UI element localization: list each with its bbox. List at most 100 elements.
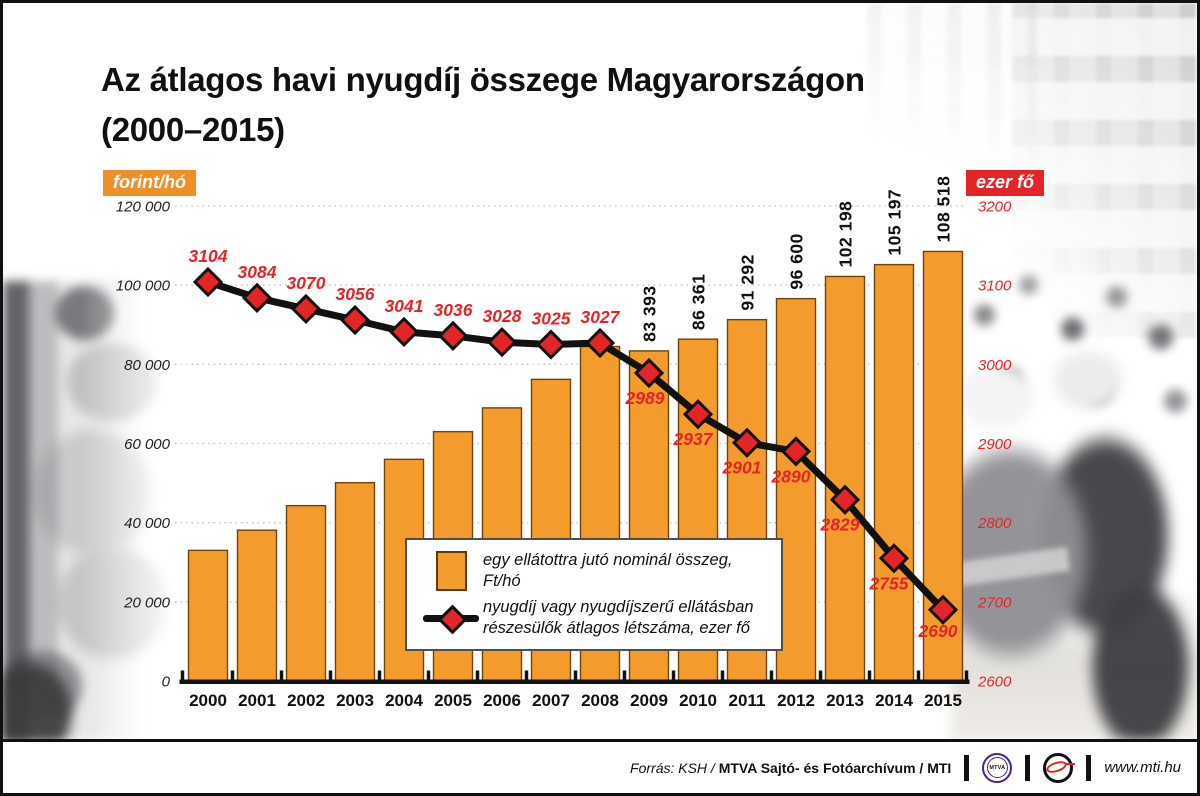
line-value-label: 2989 — [625, 388, 665, 408]
page-title-line1: Az átlagos havi nyugdíj összege Magyaror… — [101, 61, 865, 98]
line-point-2009 — [633, 357, 665, 389]
year-label: 2005 — [434, 691, 472, 710]
line-value-label: 2901 — [722, 458, 762, 478]
year-label: 2004 — [385, 691, 423, 710]
line-value-label: 3056 — [336, 284, 375, 304]
year-label: 2007 — [532, 691, 570, 710]
left-axis-tick: 0 — [162, 674, 171, 691]
bar-value-label: 91 292 — [738, 254, 758, 311]
footer-bar: Forrás: KSH / MTVA Sajtó- és Fotóarchívu… — [3, 742, 1197, 793]
line-value-label: 3028 — [483, 306, 522, 326]
x-axis-tick — [279, 670, 284, 684]
bar-value-label: 105 197 — [885, 189, 905, 256]
line-value-label: 3084 — [238, 262, 277, 282]
x-axis-tick — [916, 670, 921, 684]
right-axis-tick: 2900 — [977, 436, 1012, 453]
line-marker-icon — [423, 604, 479, 635]
x-axis-tick — [230, 670, 235, 684]
left-axis-tick: 100 000 — [116, 278, 171, 295]
right-axis-tick: 3100 — [978, 278, 1012, 295]
legend-label-line-2: részesülők átlagos létszáma, ezer fő — [483, 618, 750, 637]
legend-key-line — [419, 604, 483, 635]
pension-count-line — [206, 278, 946, 613]
separator-bar — [964, 754, 970, 781]
line-point-2008 — [584, 327, 616, 359]
x-axis-tick — [720, 670, 725, 684]
right-axis-tick: 2600 — [977, 674, 1012, 691]
year-label: 2006 — [483, 691, 521, 710]
bar-value-label: 86 361 — [689, 274, 709, 331]
mti-logo-ellipse — [1045, 758, 1069, 775]
line-point-2000 — [192, 266, 224, 298]
website-link: www.mti.hu — [1104, 759, 1181, 776]
year-label: 2011 — [729, 691, 766, 710]
bar-swatch-icon — [435, 551, 467, 592]
line-value-label: 3036 — [434, 300, 473, 320]
year-label: 2015 — [924, 691, 962, 710]
year-label: 2010 — [679, 691, 717, 710]
line-point-2005 — [437, 320, 469, 351]
footer-divider — [3, 739, 1197, 742]
x-axis-tick — [867, 670, 872, 684]
line-point-2002 — [290, 293, 322, 325]
left-axis-tick: 120 000 — [116, 199, 171, 216]
legend-label-line-1: nyugdíj vagy nyugdíjszerű ellátásban — [483, 597, 754, 616]
diamond-marker-icon — [437, 604, 468, 635]
bar-2002 — [285, 504, 327, 682]
line-point-2011 — [731, 427, 763, 458]
line-point-2012 — [780, 436, 812, 467]
bar-2012 — [775, 297, 817, 682]
line-value-label: 3041 — [385, 296, 424, 316]
x-axis-tick — [818, 670, 823, 684]
x-axis-tick — [377, 670, 382, 684]
legend-item-bars: egy ellátottra jutó nominál összeg, Ft/h… — [419, 550, 771, 592]
bar-value-label: 102 198 — [836, 201, 856, 268]
line-point-2006 — [486, 327, 518, 358]
source-archive: MTVA Sajtó- és Fotóarchívum — [718, 759, 916, 776]
source-prefix: Forrás: KSH / — [630, 759, 715, 776]
line-value-label: 2755 — [869, 573, 909, 593]
right-axis-tick: 2800 — [977, 515, 1012, 532]
line-point-2003 — [339, 304, 371, 336]
chart-legend: egy ellátottra jutó nominál összeg, Ft/h… — [405, 538, 783, 651]
legend-label-line: nyugdíj vagy nyugdíjszerű ellátásban rés… — [483, 597, 754, 639]
mti-logo — [1043, 752, 1076, 783]
legend-label-bars: egy ellátottra jutó nominál összeg, Ft/h… — [483, 551, 733, 591]
year-label: 2000 — [189, 691, 227, 710]
x-axis-tick — [180, 670, 185, 684]
line-point-2007 — [535, 329, 567, 360]
line-value-label: 3025 — [532, 309, 571, 329]
x-axis-tick — [671, 670, 676, 684]
line-value-label: 3027 — [581, 307, 621, 327]
separator-bar — [1025, 754, 1031, 781]
legend-key-bar — [419, 551, 483, 592]
line-value-label: 2829 — [820, 515, 860, 535]
line-value-label: 3070 — [287, 273, 326, 293]
line-point-2004 — [388, 316, 420, 347]
source-suffix: / MTI — [919, 759, 952, 776]
line-value-label: 2937 — [673, 429, 714, 449]
right-axis-unit-badge: ezer fő — [966, 170, 1045, 196]
line-point-2014 — [878, 543, 910, 574]
bar-2000 — [187, 549, 229, 682]
mtva-logo: MTVA — [982, 752, 1013, 783]
year-label: 2012 — [777, 691, 815, 710]
right-axis-tick: 3000 — [978, 357, 1012, 374]
right-axis-tick: 3200 — [978, 199, 1012, 216]
source-credit: Forrás: KSH / MTVA Sajtó- és Fotóarchívu… — [630, 760, 951, 776]
line-value-label: 2890 — [771, 466, 811, 486]
year-label: 2003 — [336, 691, 374, 710]
x-axis-tick — [524, 670, 529, 684]
x-axis-tick — [573, 670, 578, 684]
x-axis-tick — [328, 670, 333, 684]
page-title-line2: (2000–2015) — [101, 111, 285, 148]
year-label: 2008 — [581, 691, 619, 710]
mtva-logo-inner: MTVA — [986, 757, 1008, 778]
left-axis-tick: 60 000 — [124, 436, 171, 453]
bar-2001 — [236, 529, 278, 682]
bar-value-label: 83 393 — [640, 285, 660, 342]
line-point-2010 — [682, 399, 714, 430]
mtva-logo-text: MTVA — [989, 764, 1006, 771]
year-label: 2013 — [826, 691, 864, 710]
